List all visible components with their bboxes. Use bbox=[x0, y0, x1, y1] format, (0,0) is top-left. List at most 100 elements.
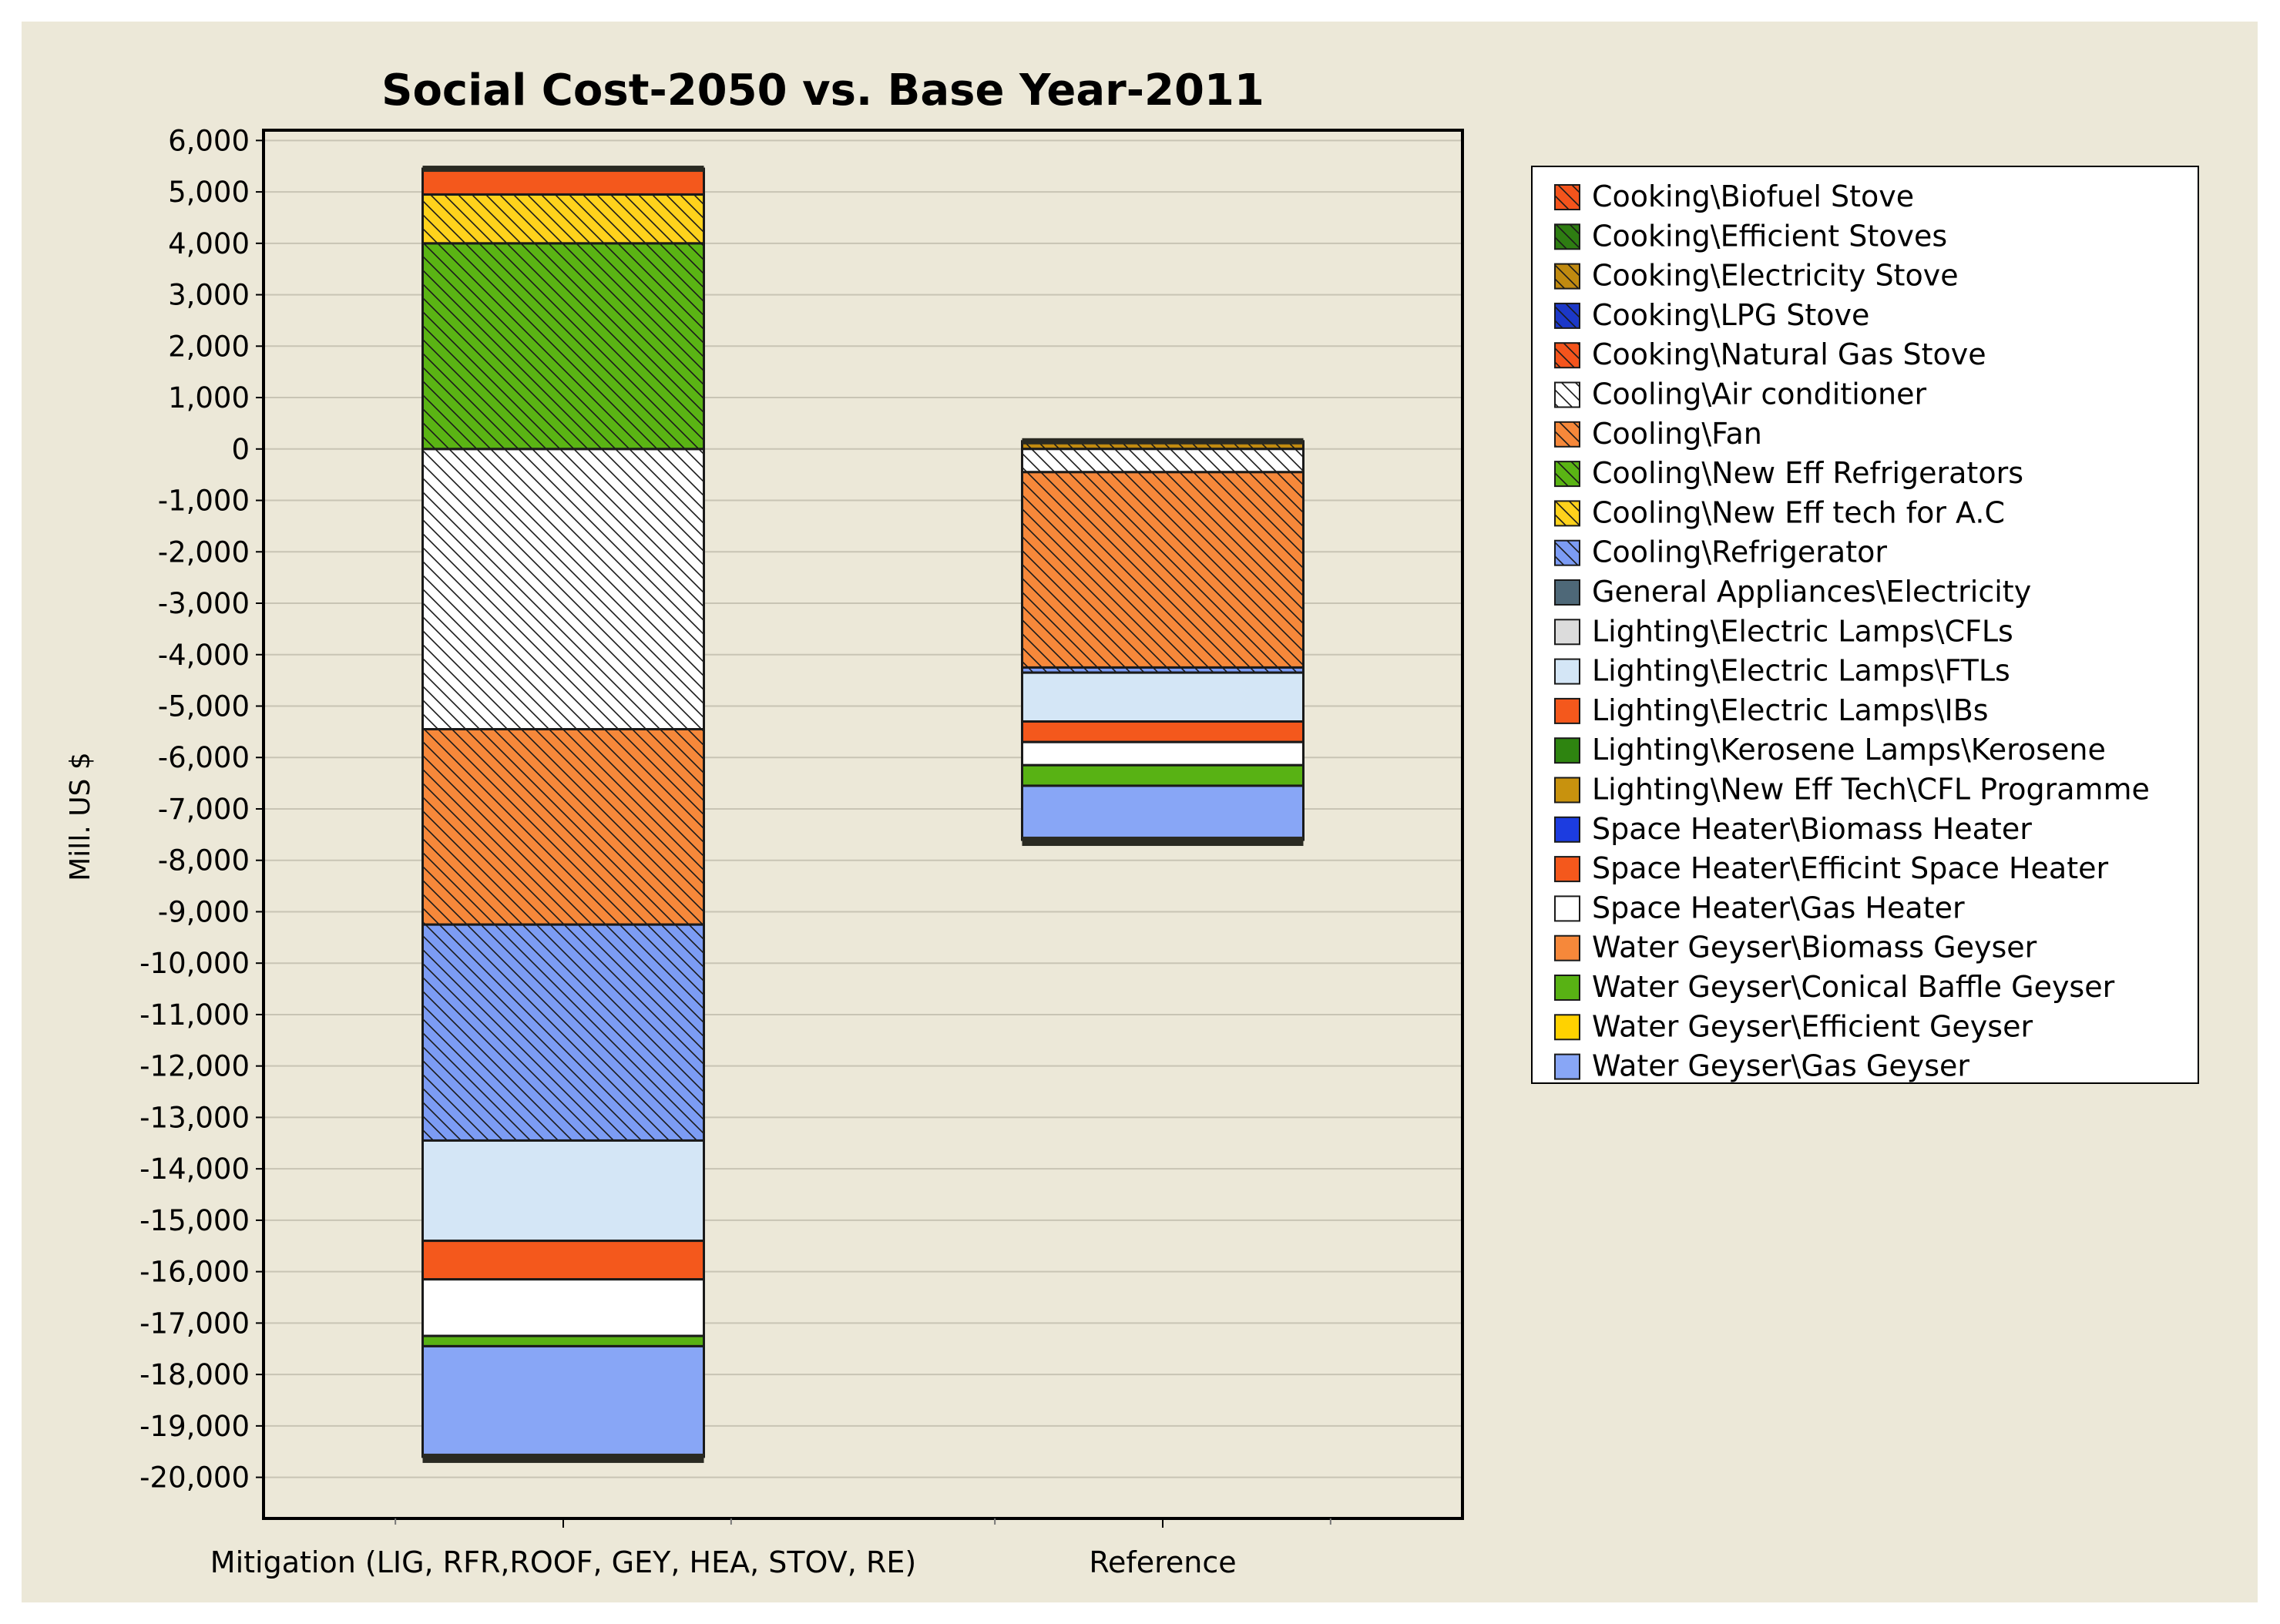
legend-item: Lighting\New Eff Tech\CFL Programme bbox=[1554, 773, 2150, 807]
y-tick-label: -3,000 bbox=[158, 587, 250, 620]
legend-item: Cooking\Efficient Stoves bbox=[1554, 219, 1947, 253]
bar-segment bbox=[421, 1334, 705, 1347]
legend-label: Cooking\Electricity Stove bbox=[1592, 259, 1959, 293]
legend-item: Water Geyser\Conical Baffle Geyser bbox=[1554, 970, 2115, 1004]
y-tick-label: -8,000 bbox=[158, 844, 250, 877]
legend-item: Water Geyser\Gas Geyser bbox=[1554, 1049, 1969, 1083]
bar-segment bbox=[421, 242, 705, 451]
bar-segment bbox=[421, 1240, 705, 1281]
legend-box bbox=[1531, 166, 2199, 1084]
legend-label: Cooling\New Eff tech for A.C bbox=[1592, 495, 2005, 529]
plot-frame bbox=[262, 129, 1464, 1520]
legend-label: Cooking\Biofuel Stove bbox=[1592, 180, 1914, 213]
legend-swatch bbox=[1554, 184, 1580, 210]
legend-label: Lighting\Electric Lamps\FTLs bbox=[1592, 654, 2010, 688]
bar-segment bbox=[421, 448, 705, 731]
bar-segment bbox=[1021, 784, 1305, 841]
legend-label: Lighting\Electric Lamps\CFLs bbox=[1592, 614, 2013, 648]
legend-label: Cooking\LPG Stove bbox=[1592, 298, 1869, 332]
legend-swatch bbox=[1554, 856, 1580, 883]
y-tick-label: -15,000 bbox=[139, 1204, 250, 1237]
legend-item: General Appliances\Electricity bbox=[1554, 575, 2031, 609]
legend-swatch bbox=[1554, 697, 1580, 724]
y-tick-label: -4,000 bbox=[158, 639, 250, 672]
y-tick-label: 5,000 bbox=[168, 176, 250, 209]
x-tick-label: Mitigation (LIG, RFR,ROOF, GEY, HEA, STO… bbox=[210, 1545, 916, 1579]
legend-item: Cooling\Air conditioner bbox=[1554, 377, 1926, 411]
legend-swatch bbox=[1554, 500, 1580, 527]
legend-swatch bbox=[1554, 539, 1580, 566]
bar-segment bbox=[1021, 720, 1305, 743]
y-tick-label: -14,000 bbox=[139, 1153, 250, 1186]
y-tick-label: 3,000 bbox=[168, 279, 250, 312]
y-tick-label: -17,000 bbox=[139, 1307, 250, 1340]
legend-swatch bbox=[1554, 619, 1580, 646]
legend-swatch bbox=[1554, 381, 1580, 408]
y-tick-label: -5,000 bbox=[158, 690, 250, 723]
legend-label: Cooling\Refrigerator bbox=[1592, 535, 1887, 569]
chart-title: Social Cost-2050 vs. Base Year-2011 bbox=[381, 65, 1264, 116]
legend-swatch bbox=[1554, 658, 1580, 685]
legend-swatch bbox=[1554, 895, 1580, 922]
legend-item: Cooling\New Eff Refrigerators bbox=[1554, 456, 2023, 490]
legend-item: Lighting\Electric Lamps\IBs bbox=[1554, 693, 1989, 727]
legend-label: Space Heater\Gas Heater bbox=[1592, 891, 1965, 924]
bar-bottom-edge bbox=[1022, 837, 1304, 847]
legend-swatch bbox=[1554, 934, 1580, 961]
legend-label: Cooking\Efficient Stoves bbox=[1592, 219, 1947, 253]
bar-segment bbox=[1021, 448, 1305, 474]
bar-segment bbox=[421, 167, 705, 196]
legend-label: Water Geyser\Conical Baffle Geyser bbox=[1592, 970, 2115, 1004]
legend-label: Cooling\Fan bbox=[1592, 417, 1762, 451]
legend-label: Cooling\New Eff Refrigerators bbox=[1592, 456, 2023, 490]
legend-item: Cooling\New Eff tech for A.C bbox=[1554, 495, 2005, 529]
legend-item: Lighting\Kerosene Lamps\Kerosene bbox=[1554, 733, 2106, 767]
bar-segment bbox=[421, 1139, 705, 1243]
legend-swatch bbox=[1554, 461, 1580, 488]
y-tick-label: -19,000 bbox=[139, 1410, 250, 1443]
legend-item: Space Heater\Gas Heater bbox=[1554, 891, 1965, 924]
legend-item: Lighting\Electric Lamps\CFLs bbox=[1554, 614, 2013, 648]
legend-item: Water Geyser\Efficient Geyser bbox=[1554, 1009, 2033, 1043]
legend-swatch bbox=[1554, 777, 1580, 804]
legend-swatch bbox=[1554, 223, 1580, 250]
legend-item: Cooling\Fan bbox=[1554, 417, 1762, 451]
legend-label: Water Geyser\Efficient Geyser bbox=[1592, 1009, 2033, 1043]
bar-segment bbox=[421, 728, 705, 926]
legend-label: General Appliances\Electricity bbox=[1592, 575, 2031, 609]
legend-label: Lighting\Kerosene Lamps\Kerosene bbox=[1592, 733, 2106, 767]
bar-top-edge bbox=[422, 166, 704, 173]
legend-label: Cooling\Air conditioner bbox=[1592, 377, 1926, 411]
y-tick-label: 6,000 bbox=[168, 124, 250, 157]
legend-label: Space Heater\Biomass Heater bbox=[1592, 812, 2032, 846]
legend-swatch bbox=[1554, 975, 1580, 1001]
legend-item: Cooking\LPG Stove bbox=[1554, 298, 1869, 332]
legend-swatch bbox=[1554, 1053, 1580, 1080]
legend-item: Cooling\Refrigerator bbox=[1554, 535, 1887, 569]
bars bbox=[421, 166, 1305, 1463]
bar-bottom-edge bbox=[422, 1453, 704, 1463]
legend-item: Cooking\Biofuel Stove bbox=[1554, 180, 1914, 213]
bar-segment bbox=[1021, 471, 1305, 669]
y-tick-label: -2,000 bbox=[158, 535, 250, 569]
legend-swatch bbox=[1554, 816, 1580, 843]
bar-segment bbox=[421, 1344, 705, 1458]
y-tick-label: -10,000 bbox=[139, 947, 250, 980]
chart-svg: Social Cost-2050 vs. Base Year-2011 6,00… bbox=[65, 65, 2199, 1579]
legend-swatch bbox=[1554, 302, 1580, 329]
y-tick-label: -18,000 bbox=[139, 1358, 250, 1391]
chart-panel: Social Cost-2050 vs. Base Year-2011 6,00… bbox=[22, 22, 2258, 1602]
legend-label: Water Geyser\Biomass Geyser bbox=[1592, 931, 2037, 965]
y-tick-label: -1,000 bbox=[158, 485, 250, 518]
bar-segment bbox=[421, 923, 705, 1142]
legend-swatch bbox=[1554, 579, 1580, 606]
legend: Cooking\Biofuel Stove Cooking\Efficient S… bbox=[1531, 166, 2199, 1084]
x-axis: Mitigation (LIG, RFR,ROOF, GEY, HEA, STO… bbox=[210, 1518, 1331, 1579]
legend-label: Lighting\Electric Lamps\IBs bbox=[1592, 693, 1989, 727]
y-axis: 6,000 5,000 4,000 3,000 2,000 1,000 0 -1,000 -2,… bbox=[139, 124, 264, 1495]
legend-label: Space Heater\Efficint Space Heater bbox=[1592, 851, 2108, 885]
y-tick-label: -12,000 bbox=[139, 1050, 250, 1083]
y-tick-label: -13,000 bbox=[139, 1101, 250, 1134]
y-tick-label: -11,000 bbox=[139, 998, 250, 1032]
y-axis-label: Mill. US $ bbox=[65, 752, 96, 881]
